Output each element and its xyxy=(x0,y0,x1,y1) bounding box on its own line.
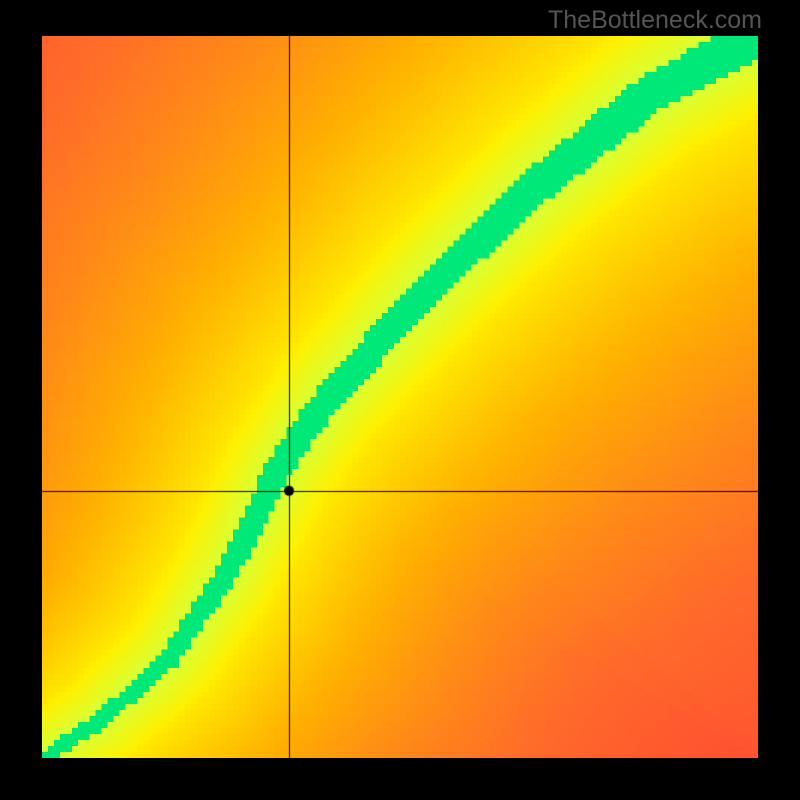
chart-container: { "canvas": { "width": 800, "height": 80… xyxy=(0,0,800,800)
watermark-text: TheBottleneck.com xyxy=(548,6,762,35)
crosshair-overlay xyxy=(0,0,800,800)
